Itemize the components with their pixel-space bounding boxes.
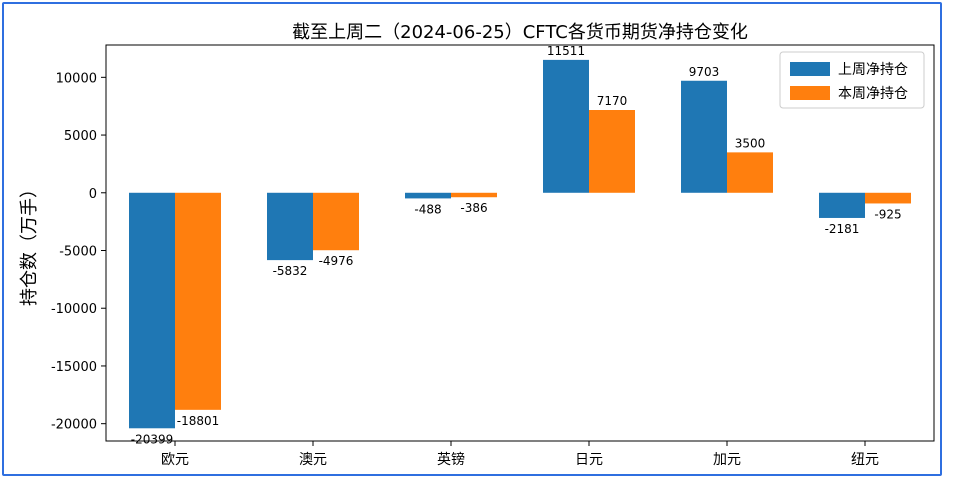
- legend-swatch: [790, 62, 830, 76]
- bars: [129, 59, 911, 429]
- bar-value-label: -386: [460, 201, 487, 215]
- bar: [543, 59, 589, 193]
- y-tick-label: 10000: [56, 71, 97, 86]
- bar: [589, 109, 635, 193]
- bar: [819, 192, 865, 218]
- x-tick-label: 澳元: [299, 452, 327, 468]
- bar: [681, 80, 727, 193]
- bar: [865, 192, 911, 204]
- y-axis-label: 持仓数（万手）: [19, 180, 40, 306]
- bar-labels: -20399-18801 -5832 -4976 -488 -386 11511 7170 9…: [131, 44, 902, 446]
- bar-value-label: 9703: [689, 65, 720, 79]
- bar: [267, 192, 313, 261]
- bar: [405, 192, 451, 199]
- x-tick-label: 纽元: [851, 452, 879, 468]
- x-tick-label: 英镑: [437, 451, 465, 468]
- bar: [129, 192, 175, 429]
- legend-swatch: [790, 86, 830, 100]
- bar: [175, 192, 221, 410]
- chart-title: 截至上周二（2024-06-25）CFTC各货币期货净持仓变化: [292, 22, 748, 43]
- bar-value-label: -925: [874, 207, 901, 221]
- x-tick-label: 加元: [713, 452, 741, 468]
- y-tick-label: -20000: [51, 418, 97, 433]
- plot-area: [105, 44, 935, 442]
- y-tick-label: -5000: [59, 245, 97, 260]
- y-tick-label: -15000: [51, 360, 97, 375]
- bar-value-label: 11511: [547, 44, 585, 58]
- x-tick-label: 日元: [575, 452, 603, 468]
- bar: [451, 192, 497, 198]
- y-tick-label: -10000: [51, 302, 97, 317]
- bar-value-label: 7170: [597, 94, 628, 108]
- bar: [313, 192, 359, 251]
- bar-value-label: -2181: [825, 222, 860, 236]
- x-tick-label: 欧元: [161, 452, 189, 468]
- legend-label: 上周净持仓: [838, 62, 908, 78]
- legend-label: 本周净持仓: [838, 86, 908, 102]
- bar-value-label: -20399: [131, 432, 174, 446]
- bar-value-label: -18801: [177, 414, 220, 428]
- y-axis: 10000 5000 0 -5000 -10000 -15000 -20000: [51, 71, 106, 433]
- x-axis: 欧元 澳元 英镑 日元 加元 纽元: [161, 441, 879, 468]
- bar-value-label: -5832: [273, 264, 308, 278]
- y-tick-label: 0: [89, 187, 97, 202]
- bar-value-label: -4976: [319, 254, 354, 268]
- bar-value-label: 3500: [735, 136, 766, 150]
- bar-value-label: -488: [414, 202, 441, 216]
- bar: [727, 152, 773, 193]
- y-tick-label: 5000: [64, 129, 97, 144]
